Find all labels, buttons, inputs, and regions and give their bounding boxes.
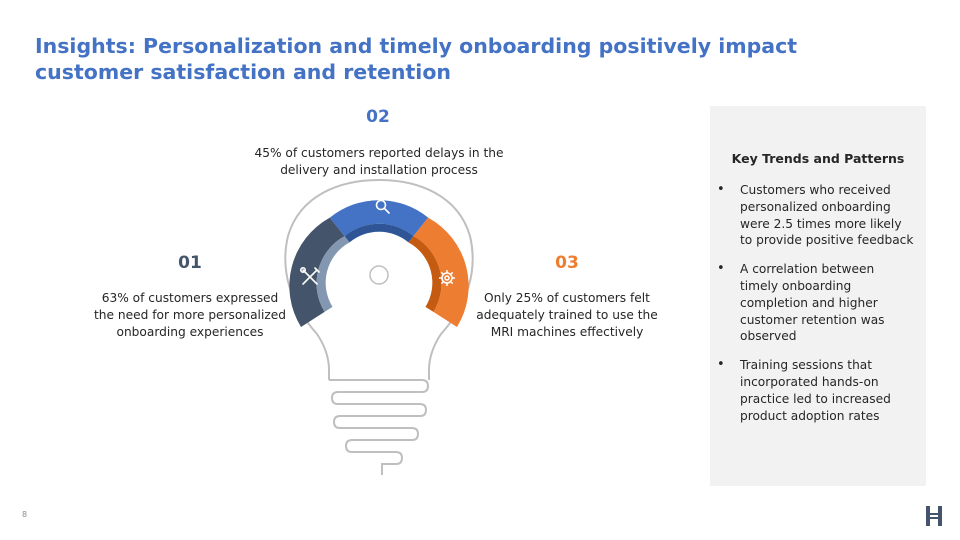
list-item: Customers who received personalized onbo…: [710, 182, 926, 249]
segment-01: [289, 217, 345, 327]
list-item: Training sessions that incorporated hand…: [710, 357, 926, 424]
bulb-center-dot: [369, 265, 389, 285]
segment-02: [329, 200, 429, 237]
step-03-text: Only 25% of customers felt adequately tr…: [476, 291, 658, 339]
step-01-number: 01: [178, 253, 202, 273]
step-01-text: 63% of customers expressed the need for …: [94, 291, 286, 339]
segment-03-inner: [408, 236, 442, 312]
trends-list: Customers who received personalized onbo…: [710, 182, 926, 436]
segment-02-inner: [344, 223, 414, 243]
step-03-number: 03: [555, 253, 579, 273]
gear-icon: [439, 270, 455, 286]
page-number: 8: [22, 510, 28, 519]
segment-03: [413, 217, 469, 327]
step-02-number: 02: [366, 107, 390, 127]
bulb-outline: [284, 178, 474, 380]
slide-title: Insights: Personalization and timely onb…: [35, 34, 798, 84]
segment-01-inner: [316, 236, 350, 312]
brand-logo-icon: [926, 506, 942, 526]
tools-icon: [299, 266, 320, 285]
panel-title: Key Trends and Patterns: [731, 151, 905, 166]
bulb-base: [329, 379, 430, 475]
key-trends-panel: Key Trends and Patterns Customers who re…: [710, 106, 926, 486]
list-item: A correlation between timely onboarding …: [710, 261, 926, 345]
magnifier-icon: [375, 199, 390, 214]
step-02-text: 45% of customers reported delays in the …: [254, 146, 504, 177]
